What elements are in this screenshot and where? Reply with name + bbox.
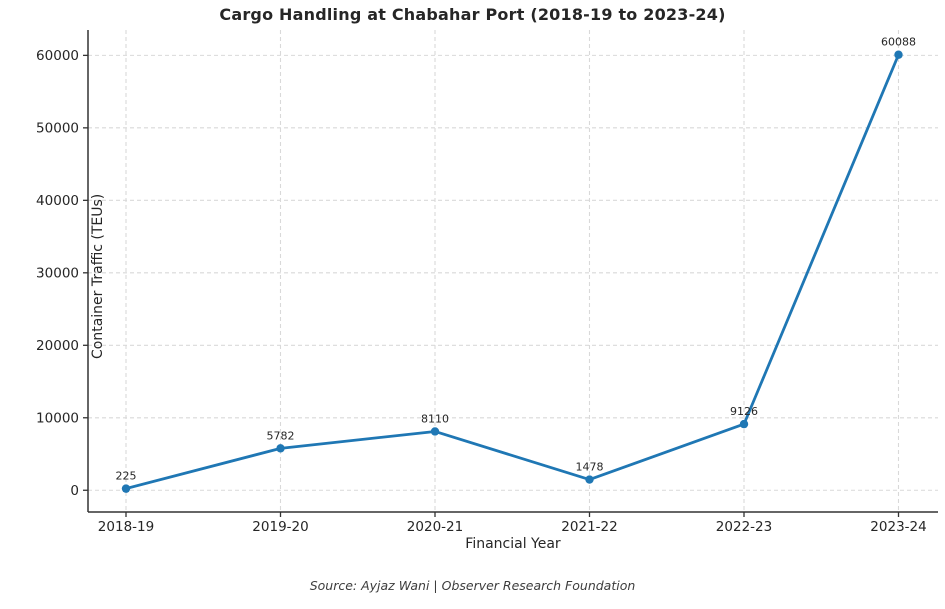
y-tick-label: 10000 — [36, 410, 79, 426]
x-tick-label: 2020-21 — [407, 519, 463, 535]
data-point-label: 1478 — [576, 461, 604, 474]
data-point-marker — [585, 475, 594, 484]
x-tick-label: 2023-24 — [870, 519, 926, 535]
y-tick-label: 0 — [70, 483, 79, 499]
data-point-label: 9126 — [730, 405, 758, 418]
data-point-marker — [430, 427, 440, 436]
data-point-marker — [121, 484, 131, 493]
data-point-label: 225 — [116, 470, 137, 483]
chart-title: Cargo Handling at Chabahar Port (2018-19… — [219, 5, 726, 24]
x-tick-label: 2022-23 — [716, 519, 772, 535]
y-tick-label: 30000 — [36, 265, 79, 281]
data-point-marker — [894, 50, 903, 59]
data-point-label: 60088 — [881, 36, 916, 49]
y-tick-label: 20000 — [36, 338, 79, 354]
x-tick-label: 2019-20 — [252, 519, 308, 535]
y-tick-label: 50000 — [36, 120, 79, 136]
x-tick-label: 2018-19 — [98, 519, 154, 535]
data-point-marker — [739, 419, 749, 429]
chart-canvas: 0 10000 20000 30000 40000 50000 60000 2018-19 20… — [36, 30, 938, 535]
data-point-label: 5782 — [267, 429, 295, 442]
source-caption: Source: Ayjaz Wani | Observer Research F… — [309, 578, 636, 593]
series-line — [124, 53, 900, 491]
y-tick-label: 40000 — [36, 193, 79, 209]
x-axis-label: Financial Year — [465, 536, 561, 552]
data-point-label: 8110 — [421, 412, 449, 425]
x-tick-label: 2021-22 — [561, 519, 617, 535]
y-axis-label-text: Container Traffic (TEUs) — [90, 193, 106, 359]
y-tick-label: 60000 — [36, 48, 79, 64]
data-point-marker — [276, 444, 285, 453]
